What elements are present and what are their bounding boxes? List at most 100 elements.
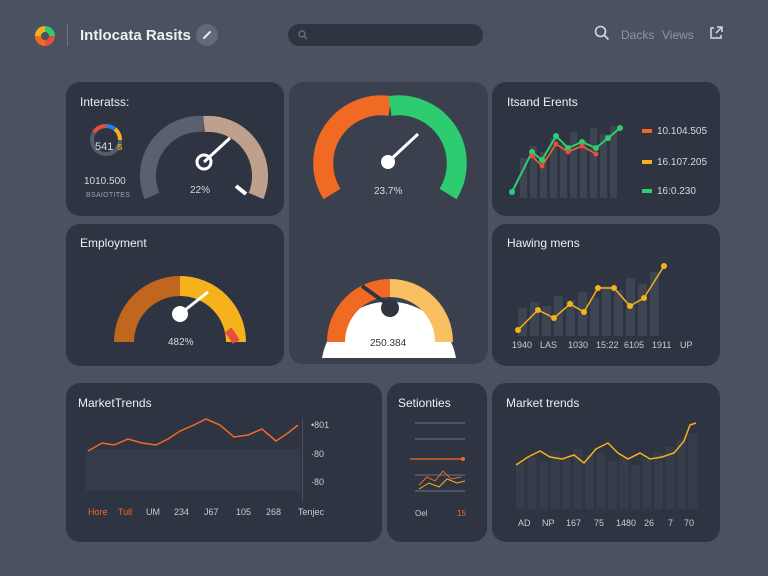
market-bar — [585, 455, 594, 509]
nav-views[interactable]: Views — [662, 28, 694, 42]
market-bar — [642, 459, 652, 509]
market-trends-card[interactable]: MarketTrends •801 ·80 ·80 Hore Tull UM 234 J… — [66, 383, 382, 542]
employment-card[interactable]: Employment 482% — [66, 224, 284, 366]
market-bar — [608, 461, 617, 509]
card-title: Market trends — [506, 396, 580, 410]
trend-point — [529, 149, 535, 155]
nav-dacks[interactable]: Dacks — [621, 28, 655, 42]
trend-point — [553, 141, 559, 147]
trend-bar — [590, 128, 597, 198]
legend-swatch — [642, 129, 652, 133]
search-icon[interactable] — [594, 25, 610, 41]
trend-bar — [580, 140, 587, 198]
y-tick: ·80 — [311, 477, 325, 487]
trend-bar — [610, 126, 617, 198]
trend-point — [529, 153, 535, 159]
having-point — [661, 263, 667, 269]
ring-suffix: s — [117, 141, 123, 153]
stationes-card[interactable]: Setionties Oel 15 — [387, 383, 487, 542]
x-tick: Oel — [415, 509, 428, 518]
market-bar — [516, 463, 525, 509]
card-title: Interatss: — [80, 95, 130, 109]
x-tick: LAS — [540, 340, 558, 350]
gauge — [140, 115, 268, 200]
market-chart — [515, 422, 698, 509]
trend-bar — [550, 138, 557, 198]
market-bar — [527, 457, 537, 509]
card-title: MarketTrends — [78, 396, 152, 410]
having-point — [641, 295, 647, 301]
card-title: Itsand Erents — [507, 95, 578, 109]
y-axis-line — [302, 419, 303, 501]
trend-point — [553, 133, 559, 139]
market-bar — [619, 457, 629, 509]
having-bar — [602, 286, 611, 336]
x-tick: 70 — [684, 518, 695, 528]
y-tick: •801 — [311, 420, 330, 430]
legend-swatch — [642, 160, 652, 164]
big-number: 1010.500 — [84, 176, 126, 187]
having-point — [535, 307, 541, 313]
edit-button[interactable] — [196, 24, 218, 46]
center-top-gauge[interactable] — [313, 90, 467, 210]
having-bar — [590, 298, 599, 336]
having-bar — [542, 306, 551, 336]
search-icon — [298, 30, 308, 40]
x-tick: 15:22 — [596, 340, 619, 350]
having-bar — [530, 302, 539, 336]
trend-point — [565, 149, 571, 155]
market-bar — [550, 451, 560, 509]
x-tick: UM — [146, 507, 160, 517]
trends-card[interactable]: Itsand Erents 10.104.505 16.107.205 16:0… — [492, 82, 720, 216]
x-tick: 15 — [457, 509, 466, 518]
market-bar — [539, 461, 548, 509]
trend-point — [579, 139, 585, 145]
market-bar — [631, 465, 640, 509]
having-line — [517, 265, 665, 331]
share-icon[interactable] — [708, 25, 724, 41]
market-line — [87, 418, 299, 452]
x-tick: 75 — [594, 518, 605, 528]
x-tick: 234 — [174, 507, 190, 517]
x-tick: 167 — [566, 518, 582, 528]
having-point — [581, 309, 587, 315]
x-tick: 26 — [644, 518, 655, 528]
having-point — [551, 315, 557, 321]
gauge — [114, 276, 246, 344]
trend-point — [593, 145, 599, 151]
caption: BSAIOTITES — [86, 192, 131, 199]
trend-chart — [509, 125, 623, 198]
x-tick: 1940 — [512, 340, 533, 350]
interests-card[interactable]: Interatss: 541 s 1010.500 BSAIOTITES 22% — [66, 82, 284, 216]
market-trends-right-card[interactable]: Market trends AD NP 167 75 1480 26 7 70 — [492, 383, 720, 542]
x-tick: 6105 — [624, 340, 645, 350]
trend-point — [617, 125, 623, 131]
x-tick: 1030 — [568, 340, 589, 350]
trend-point — [539, 157, 545, 163]
having-bar — [554, 296, 563, 336]
having-point — [567, 301, 573, 307]
search-input[interactable] — [288, 24, 483, 46]
having-card[interactable]: Hawing mens 1940 LAS 1030 15:22 6105 1911 UP — [492, 224, 720, 366]
having-bar — [650, 272, 659, 336]
x-tick: Tull — [118, 507, 133, 517]
market-bar — [654, 453, 663, 509]
trend-bar — [600, 134, 607, 198]
trend-point — [509, 189, 515, 195]
having-bar — [614, 290, 623, 336]
having-point — [627, 303, 633, 309]
card-title: Employment — [80, 236, 147, 250]
market-line — [515, 422, 697, 466]
having-point — [515, 327, 521, 333]
trend-point — [593, 151, 599, 157]
x-tick: Hore — [88, 507, 108, 517]
trend-point — [579, 143, 585, 149]
x-tick: 7 — [668, 518, 674, 528]
card-title: Setionties — [398, 396, 451, 410]
logo-icon — [35, 26, 55, 46]
trend-point — [565, 145, 571, 151]
legend-item: 16.107.205 — [657, 157, 708, 168]
market-bar — [573, 449, 583, 509]
center-bottom-gauge[interactable] — [314, 232, 464, 362]
having-point — [611, 285, 617, 291]
